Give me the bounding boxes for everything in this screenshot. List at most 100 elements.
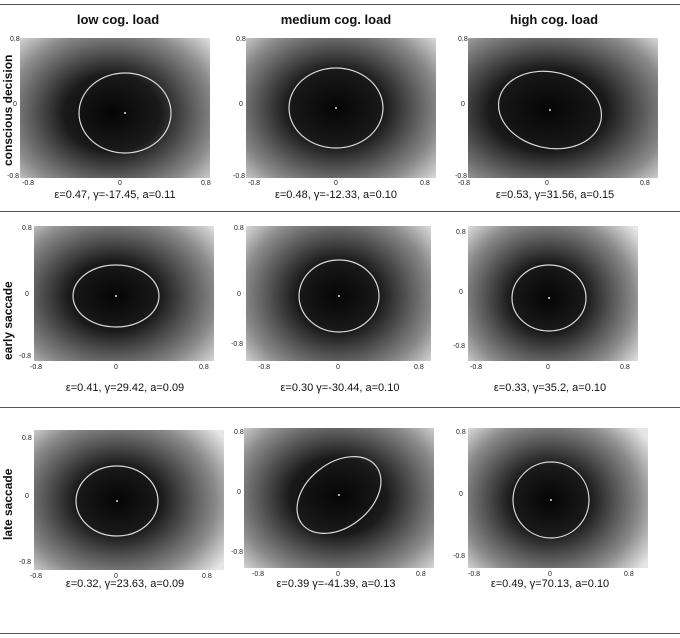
y-tick-top: 0.8 [458,36,468,43]
heatmap-map [244,428,434,568]
fit-parameters-caption: ε=0.39 γ=-41.39, a=0.13 [276,578,396,590]
top-rule [0,4,680,5]
x-tick-left: -0.8 [458,180,470,187]
y-tick-mid: 0 [25,493,29,500]
contour-ellipse [288,67,384,149]
x-tick-left: -0.8 [258,364,270,371]
x-tick-right: 0.8 [201,180,211,187]
x-tick-mid: 0 [118,180,122,187]
heatmap-panel: 0.8 0 -0.8 -0.8 0 0.8 [448,218,648,408]
center-point [115,295,117,297]
heatmap-map [34,430,224,570]
row-label-early-saccade: early saccade [1,281,15,360]
x-tick-right: 0.8 [624,571,634,578]
heatmap-panel: 0.8 0 -0.8 -0.8 0 0.8 [226,218,431,408]
y-tick-mid: 0 [25,291,29,298]
fit-parameters-caption: ε=0.53, γ=31.56, a=0.15 [495,189,615,201]
x-tick-right: 0.8 [199,364,209,371]
heatmap-map [246,38,436,178]
heatmap-map [468,428,648,568]
contour-ellipse [296,456,382,534]
heatmap-panel: 0.8 0 -0.8 -0.8 0 0.8 [226,28,436,218]
center-point [338,494,340,496]
x-tick-left: -0.8 [252,571,264,578]
heatmap-map [468,38,658,178]
heatmap-map [468,226,638,361]
x-tick-right: 0.8 [640,180,650,187]
y-tick-top: 0.8 [456,229,466,236]
row-divider-2 [0,407,680,408]
y-tick-mid: 0 [239,101,243,108]
heatmap-panel: 0.8 0 -0.8 -0.8 0 0.8 [0,28,211,218]
y-tick-top: 0.8 [10,36,20,43]
x-tick-mid: 0 [334,180,338,187]
fit-parameters-caption: ε=0.49, γ=70.13, a=0.10 [490,578,610,590]
x-tick-right: 0.8 [202,573,212,580]
fit-parameters-caption: ε=0.33, γ=35.2, a=0.10 [493,382,607,394]
contour-ellipse [72,264,160,328]
center-point [548,297,550,299]
center-point [550,499,552,501]
y-tick-top: 0.8 [22,225,32,232]
contour-ellipse [298,259,380,333]
heatmap-map [20,38,210,178]
x-tick-mid: 0 [336,571,340,578]
y-tick-top: 0.8 [456,429,466,436]
x-tick-left: -0.8 [30,573,42,580]
heatmap-panel: 0.8 0 -0.8 -0.8 0 0.8 [14,218,214,408]
x-tick-mid: 0 [545,180,549,187]
y-tick-top: 0.8 [22,435,32,442]
y-tick-bottom: -0.8 [7,173,19,180]
y-tick-mid: 0 [459,289,463,296]
y-tick-mid: 0 [237,489,241,496]
contour-ellipse [511,264,587,332]
heatmap-panel: 0.8 0 -0.8 -0.8 0 0.8 [448,28,658,218]
column-title-medium-load: medium cog. load [280,12,392,27]
column-title-low-load: low cog. load [76,12,160,27]
heatmap-panel: 0.8 0 -0.8 -0.8 0 0.8 [448,418,648,608]
y-tick-bottom: -0.8 [455,173,467,180]
contour-ellipse [78,72,172,154]
contour-ellipse [497,70,603,150]
y-tick-bottom: -0.8 [231,549,243,556]
heatmap-map [246,226,431,361]
y-tick-bottom: -0.8 [19,559,31,566]
fit-parameters-caption: ε=0.48, γ=-12.33, a=0.10 [274,189,398,201]
x-tick-right: 0.8 [620,364,630,371]
center-point [338,295,340,297]
x-tick-left: -0.8 [470,364,482,371]
x-tick-mid: 0 [548,571,552,578]
y-tick-bottom: -0.8 [19,353,31,360]
x-tick-right: 0.8 [420,180,430,187]
contour-ellipse [512,461,590,539]
center-point [335,107,337,109]
row-divider-1 [0,211,680,212]
y-tick-bottom: -0.8 [453,553,465,560]
heatmap-panel: 0.8 0 -0.8 -0.8 0 0.8 [226,418,434,608]
y-tick-bottom: -0.8 [453,343,465,350]
y-tick-mid: 0 [459,491,463,498]
x-tick-left: -0.8 [468,571,480,578]
heatmap-panel: 0.8 0 -0.8 -0.8 0 0.8 [14,418,224,608]
bottom-rule [0,633,680,634]
x-tick-right: 0.8 [414,364,424,371]
x-tick-mid: 0 [114,573,118,580]
y-tick-top: 0.8 [234,429,244,436]
x-tick-mid: 0 [114,364,118,371]
center-point [549,109,551,111]
fit-parameters-caption: ε=0.41, γ=29.42, a=0.09 [65,382,185,394]
y-tick-bottom: -0.8 [233,173,245,180]
x-tick-mid: 0 [546,364,550,371]
x-tick-left: -0.8 [30,364,42,371]
x-tick-left: -0.8 [22,180,34,187]
fit-parameters-caption: ε=0.47, γ=-17.45, a=0.11 [54,189,176,201]
row-label-late-saccade: late saccade [1,468,15,540]
y-tick-mid: 0 [13,101,17,108]
contour-ellipse [75,465,159,537]
y-tick-top: 0.8 [236,36,246,43]
x-tick-right: 0.8 [416,571,426,578]
center-point [116,500,118,502]
y-tick-mid: 0 [237,291,241,298]
fit-parameters-caption: ε=0.32, γ=23.63, a=0.09 [65,578,185,590]
center-point [124,112,126,114]
